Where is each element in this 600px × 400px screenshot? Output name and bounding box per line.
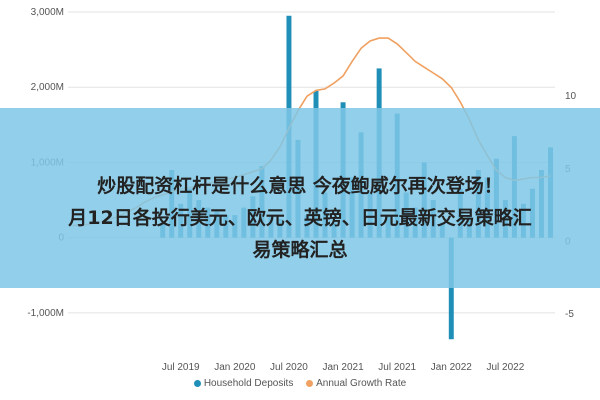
y2-tick-label: 10 xyxy=(565,91,577,102)
banner-headline: 炒股配资杠杆是什么意思 今夜鲍威尔再次登场！ xyxy=(97,175,503,197)
legend-item-growth-rate[interactable]: Annual Growth Rate xyxy=(306,378,406,389)
x-tick-label: Jan 2021 xyxy=(322,362,364,373)
x-tick-label: Jul 2020 xyxy=(270,362,308,373)
legend-marker xyxy=(306,380,314,387)
y-tick-label: 3,000M xyxy=(31,7,64,18)
legend-marker xyxy=(193,380,201,387)
legend-label: Household Deposits xyxy=(203,378,294,389)
y-tick-label: 2,000M xyxy=(31,82,64,93)
y2-tick-label: -5 xyxy=(565,309,574,320)
x-axis: Jul 2019 Jan 2020 Jul 2020 Jan 2021 Jul 2021… xyxy=(162,362,525,373)
legend-item-deposits[interactable]: Household Deposits xyxy=(193,378,294,389)
bar xyxy=(448,237,454,340)
x-tick-label: Jul 2022 xyxy=(486,362,524,373)
legend: Household Deposits Annual Growth Rate xyxy=(0,378,600,389)
x-tick-label: Jul 2019 xyxy=(162,362,200,373)
overlay-banner[interactable]: 炒股配资杠杆是什么意思 今夜鲍威尔再次登场！ 月12日各投行美元、欧元、英镑、日… xyxy=(0,108,600,288)
y-tick-label: -1,000M xyxy=(27,308,64,319)
banner-headline: 易策略汇总 xyxy=(252,239,348,261)
banner-headline: 月12日各投行美元、欧元、英镑、日元最新交易策略汇 xyxy=(68,207,532,229)
x-tick-label: Jan 2020 xyxy=(214,362,256,373)
x-tick-label: Jul 2021 xyxy=(378,362,416,373)
x-tick-label: Jan 2022 xyxy=(431,362,473,373)
legend-label: Annual Growth Rate xyxy=(316,378,407,389)
